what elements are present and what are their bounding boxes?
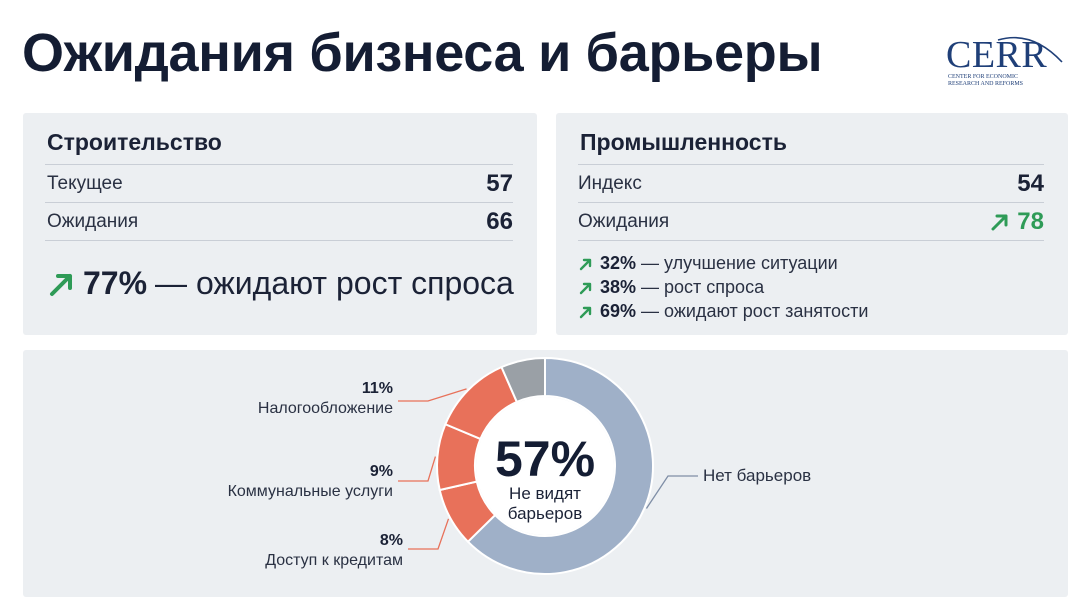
utilities-label: Коммунальные услуги <box>227 483 393 500</box>
page-title: Ожидания бизнеса и барьеры <box>22 23 823 83</box>
cerr-logo: CERR Center for Economic Research and Re… <box>946 36 1066 88</box>
construction-expect-label: Ожидания <box>47 211 139 232</box>
divider <box>45 240 513 241</box>
arrow-up-right-icon <box>579 306 592 318</box>
donut-hole <box>476 397 614 535</box>
industry-index-label: Индекс <box>578 173 642 194</box>
arrow-up-right-icon <box>50 273 72 296</box>
industry-bullet: 69% — ожидают рост занятости <box>578 301 868 322</box>
slice-other <box>500 356 546 404</box>
utilities-leader-line <box>398 456 437 482</box>
divider <box>578 202 1044 203</box>
construction-current-value: 57 <box>486 170 513 197</box>
industry-card: Промышленность Индекс 54 Ожидания 78 32%… <box>556 113 1068 335</box>
no-barriers-leader-line <box>645 475 698 509</box>
divider <box>578 164 1044 165</box>
credit-label: Доступ к кредитам <box>265 552 403 569</box>
industry-index-value: 54 <box>1017 170 1044 197</box>
no-barriers-label: Нет барьеров <box>703 466 812 485</box>
utilities-pct-label: 9% <box>369 463 393 480</box>
construction-card: Строительство Текущее 57 Ожидания 66 77%… <box>23 113 537 335</box>
credit-leader-line <box>408 518 450 550</box>
industry-bullet: 38% — рост спроса <box>578 277 764 298</box>
logo-subtitle: Center for Economic Research and Reforms <box>948 74 1024 87</box>
slice-no-barriers <box>466 356 654 575</box>
construction-heading: Строительство <box>47 129 222 155</box>
donut-center-value: 57% <box>494 431 596 487</box>
divider <box>45 202 513 203</box>
divider <box>45 164 513 165</box>
construction-current-label: Текущее <box>47 173 123 194</box>
taxes-label: Налогообложение <box>257 400 393 417</box>
industry-expect-label: Ожидания <box>578 211 670 232</box>
taxes-leader-line <box>398 388 467 402</box>
barriers-panel: 11% Налогообложение 9% Коммунальные услу… <box>23 350 1068 597</box>
industry-heading: Промышленность <box>580 129 787 155</box>
industry-bullet: 32% — улучшение ситуации <box>578 253 838 274</box>
construction-expect-value: 66 <box>486 208 513 235</box>
divider <box>578 240 1044 241</box>
logo-arc-icon <box>997 36 1063 63</box>
construction-highlight-pct: 77% <box>83 265 148 301</box>
arrow-up-right-icon <box>579 282 592 294</box>
credit-pct-label: 8% <box>379 532 403 549</box>
arrow-up-right-icon <box>579 258 592 270</box>
construction-highlight: 77% — ожидают рост спроса <box>47 265 514 302</box>
donut-center-label: Не видят барьеров <box>507 484 583 523</box>
taxes-pct-label: 11% <box>361 380 393 397</box>
barriers-donut-chart <box>398 356 698 575</box>
arrow-up-right-icon <box>991 214 1008 231</box>
logo-word: CERR <box>946 34 1048 76</box>
industry-expect-value: 78 <box>944 208 1044 236</box>
construction-highlight-text: — ожидают рост спроса <box>155 265 514 301</box>
